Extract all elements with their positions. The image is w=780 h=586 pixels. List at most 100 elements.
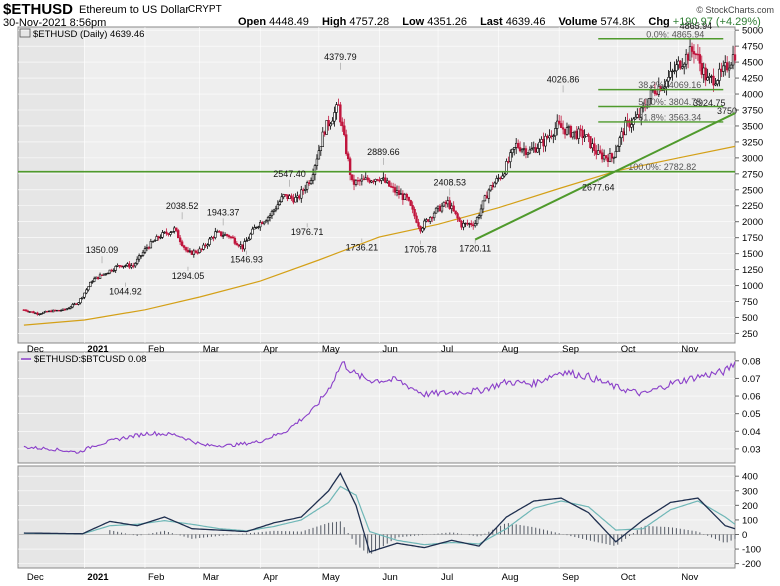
candle-body bbox=[108, 269, 112, 274]
candle-body bbox=[460, 220, 463, 228]
instrument-name: Ethereum to US Dollar bbox=[79, 4, 190, 16]
candle-body bbox=[722, 65, 725, 72]
candle-body bbox=[628, 120, 631, 128]
candle-body bbox=[552, 135, 555, 137]
candle-body bbox=[624, 120, 627, 136]
candle bbox=[219, 231, 223, 238]
x-axis-label: May bbox=[322, 344, 340, 355]
candle bbox=[98, 272, 102, 280]
candle bbox=[227, 234, 231, 239]
macd-panel-shaded-region bbox=[18, 466, 85, 568]
candle bbox=[141, 250, 145, 257]
candle-body bbox=[403, 194, 407, 201]
candle bbox=[233, 236, 237, 246]
candle-body bbox=[290, 195, 293, 199]
candle bbox=[114, 265, 117, 273]
candle bbox=[272, 208, 276, 216]
macd-panel: -200 -100 0 100 200 300 400 bbox=[17, 465, 761, 570]
candle bbox=[554, 122, 557, 141]
candle bbox=[100, 274, 104, 276]
candle-body bbox=[559, 123, 563, 128]
candle bbox=[733, 46, 737, 64]
candle bbox=[262, 221, 266, 226]
candle bbox=[571, 132, 575, 140]
copyright-label: © StockCharts.com bbox=[696, 5, 774, 15]
candle bbox=[688, 39, 692, 61]
candle bbox=[341, 117, 344, 132]
candle-body bbox=[184, 247, 188, 251]
candle bbox=[259, 220, 262, 231]
candle-body bbox=[325, 120, 328, 135]
candle bbox=[421, 226, 424, 233]
candle bbox=[194, 249, 197, 254]
candle-body bbox=[546, 135, 549, 139]
candle-body bbox=[65, 308, 69, 311]
candle bbox=[55, 309, 59, 312]
candle-body bbox=[46, 310, 49, 313]
candle-body bbox=[667, 77, 670, 82]
candle-body bbox=[294, 197, 297, 203]
candle bbox=[161, 230, 164, 239]
last-label: Last bbox=[480, 16, 503, 28]
candle-body bbox=[194, 250, 197, 253]
candle bbox=[690, 42, 694, 58]
candle-body bbox=[598, 150, 602, 154]
price-axis-tick-label: 1250 bbox=[742, 265, 763, 276]
candle-body bbox=[124, 265, 127, 267]
candle-body bbox=[147, 247, 151, 249]
candle-body bbox=[214, 231, 217, 238]
candle-body bbox=[581, 129, 584, 139]
candle bbox=[557, 114, 561, 126]
candle bbox=[159, 234, 162, 240]
candle bbox=[624, 116, 627, 136]
price-axis-tick-label: 3250 bbox=[742, 137, 763, 148]
candle bbox=[493, 181, 496, 188]
candle bbox=[409, 199, 412, 207]
candle-body bbox=[32, 311, 35, 314]
candle-body bbox=[593, 143, 596, 152]
candle bbox=[698, 47, 702, 72]
candle bbox=[329, 121, 332, 130]
candle-body bbox=[673, 70, 676, 72]
candle-body bbox=[251, 228, 254, 235]
candle-body bbox=[532, 147, 535, 149]
candle-body bbox=[284, 194, 287, 196]
candle-body bbox=[710, 75, 713, 78]
candle bbox=[87, 286, 90, 292]
candle bbox=[290, 193, 293, 201]
candle-body bbox=[171, 230, 174, 233]
candle-body bbox=[720, 68, 723, 72]
candle bbox=[536, 143, 539, 153]
candle-body bbox=[305, 182, 309, 190]
candle-body bbox=[163, 231, 166, 234]
macd-axis-tick-label: -100 bbox=[742, 545, 761, 556]
candle bbox=[32, 310, 35, 314]
x-axis-label: Aug bbox=[502, 344, 519, 355]
candle-body bbox=[497, 177, 500, 180]
candle-body bbox=[352, 179, 356, 185]
candle-body bbox=[485, 195, 489, 199]
candle-body bbox=[81, 296, 84, 299]
candle bbox=[75, 303, 78, 305]
candle bbox=[198, 246, 201, 254]
candle-body bbox=[567, 126, 571, 128]
candle bbox=[137, 253, 141, 262]
candle-body bbox=[677, 60, 680, 66]
swing-label: 1294.05 bbox=[172, 271, 205, 281]
candle-body bbox=[524, 148, 528, 155]
candle-body bbox=[540, 139, 543, 143]
candle-body bbox=[716, 80, 719, 85]
candle-body bbox=[526, 152, 530, 155]
candle-body bbox=[534, 147, 537, 153]
candle-body bbox=[591, 143, 594, 149]
candle bbox=[577, 126, 580, 144]
exchange-label: CRYPT bbox=[188, 4, 222, 15]
candle-body bbox=[503, 173, 506, 177]
candle-body bbox=[235, 243, 239, 246]
candle-body bbox=[134, 263, 137, 267]
candle-body bbox=[343, 125, 346, 136]
candle bbox=[245, 237, 248, 242]
x-axis-label-bottom: Apr bbox=[263, 572, 278, 583]
candle bbox=[247, 236, 250, 241]
open-label: Open bbox=[238, 16, 267, 28]
